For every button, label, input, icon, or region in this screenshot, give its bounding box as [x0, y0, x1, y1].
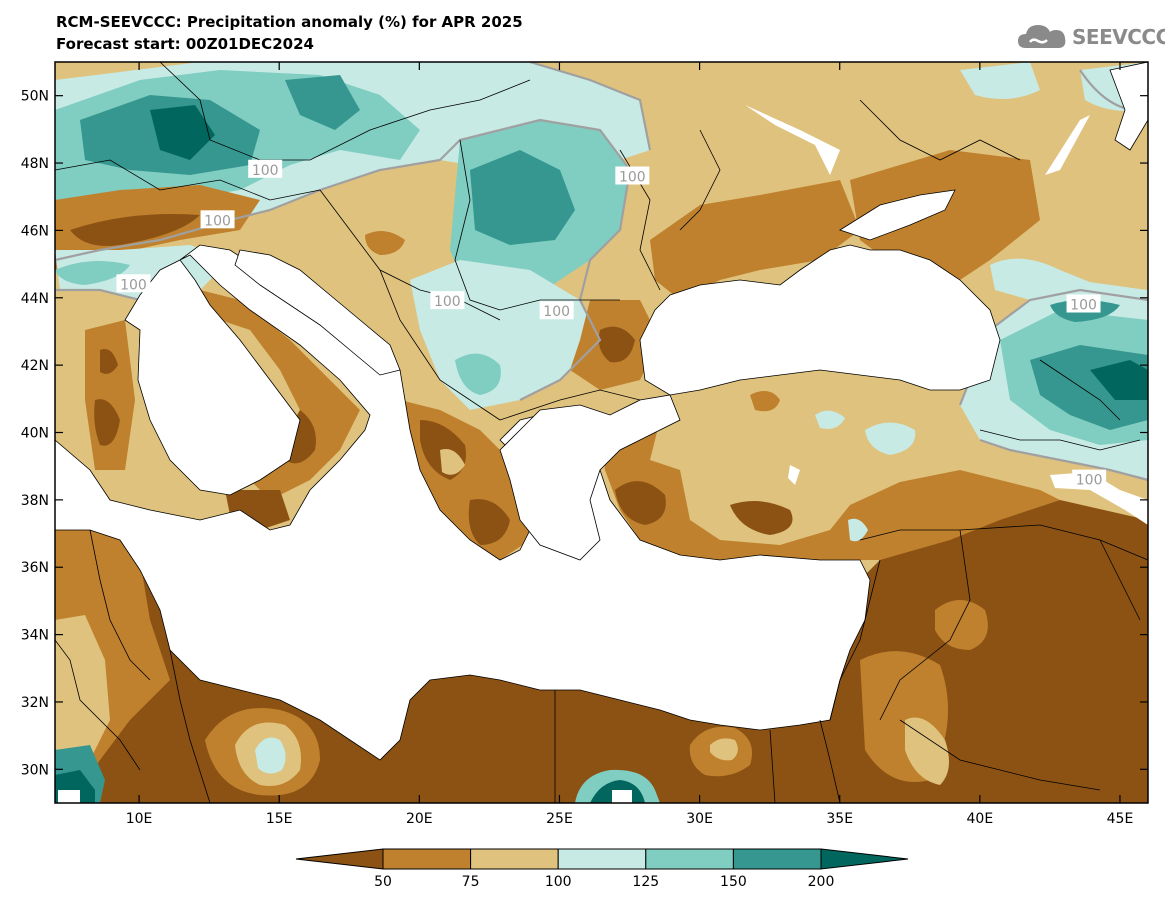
colorbar-label: 200: [808, 874, 835, 890]
y-tick-label: 46N: [21, 223, 49, 239]
y-tick-label: 50N: [21, 89, 49, 105]
contour-label: 100: [1076, 473, 1103, 489]
contour-label: 100: [434, 294, 461, 310]
x-tick-label: 30E: [686, 811, 713, 827]
contour-label: 100: [204, 213, 231, 229]
sea-mask: [55, 62, 1148, 761]
y-tick-label: 48N: [21, 156, 49, 172]
anomaly-region-syria: [935, 600, 988, 650]
x-tick-label: 10E: [126, 811, 153, 827]
y-tick-label: 32N: [21, 695, 49, 711]
adriatic-sea: [234, 249, 401, 376]
x-tick-label: 40E: [967, 811, 994, 827]
black-sea: [639, 244, 1001, 396]
anomaly-field: [55, 62, 1148, 803]
anomaly-region-ukraine: [620, 100, 900, 240]
colorbar-bin: [645, 848, 734, 870]
contour-label: 100: [619, 170, 646, 186]
contour-label-bg: [116, 274, 151, 293]
anomaly-region-algeria-light: [55, 615, 110, 770]
y-tick-label: 44N: [21, 291, 49, 307]
y-tick-label: 38N: [21, 493, 49, 509]
seevccc-logo: SEEVCCC: [1016, 20, 1165, 54]
colorbar-bin: [732, 848, 822, 870]
contour-label: 100: [252, 163, 279, 179]
contour-label-bg: [539, 301, 574, 320]
x-tick-label: 20E: [406, 811, 433, 827]
x-tick-label: 15E: [266, 811, 293, 827]
colorbar-bin-above-200: [820, 848, 909, 870]
y-tick-label: 40N: [21, 426, 49, 442]
contour-label-bg: [615, 166, 650, 185]
colorbar-bin: [470, 848, 559, 870]
contour-label-bg: [430, 291, 465, 310]
y-tick-label: 42N: [21, 358, 49, 374]
y-tick-label: 36N: [21, 560, 49, 576]
map-title: RCM-SEEVCCC: Precipitation anomaly (%) f…: [56, 13, 523, 31]
x-tick-label: 25E: [546, 811, 573, 827]
colorbar-label: 50: [374, 874, 392, 890]
contour-label-bg: [1072, 469, 1107, 488]
axis-ticks: 10E 15E 20E 25E 30E 35E 40E 45E 30N 32N 34N 36N 38N 4…: [21, 62, 1148, 827]
aegean-sea: [499, 394, 681, 561]
colorbar-label: 150: [720, 874, 747, 890]
colorbar: 50 75 100 125 150 200: [295, 848, 909, 890]
contour-label: 100: [1070, 298, 1097, 314]
colorbar-label: 125: [632, 874, 659, 890]
colorbar-label: 75: [462, 874, 480, 890]
colorbar-bin-below-50: [295, 848, 384, 870]
anomaly-region-sardinia: [85, 320, 135, 470]
anomaly-region-hungary: [310, 170, 470, 280]
contour-label-bg: [1066, 294, 1101, 313]
colorbar-bin: [382, 848, 472, 870]
colorbar-label: 100: [545, 874, 572, 890]
cloud-logo-icon: [1018, 25, 1066, 48]
y-tick-label: 30N: [21, 762, 49, 778]
forecast-start: Forecast start: 00Z01DEC2024: [56, 35, 314, 53]
x-tick-label: 35E: [826, 811, 853, 827]
anomaly-region-turkey: [610, 375, 980, 520]
contour-label: 100: [543, 304, 570, 320]
contour-labels: 100 100 100 100 100 100 100 100: [116, 159, 1107, 489]
x-tick-label: 45E: [1107, 811, 1134, 827]
mediterranean-sea: [55, 244, 871, 761]
contour-label-bg: [200, 210, 235, 229]
country-borders: [55, 62, 1148, 803]
y-tick-label: 34N: [21, 628, 49, 644]
contour-label: 100: [120, 277, 147, 293]
contour-label-bg: [248, 159, 283, 178]
logo-text: SEEVCCC: [1072, 25, 1165, 49]
anomaly-region-south-russia: [850, 150, 1040, 280]
colorbar-bin: [557, 848, 647, 870]
sea-of-azov: [839, 189, 956, 241]
